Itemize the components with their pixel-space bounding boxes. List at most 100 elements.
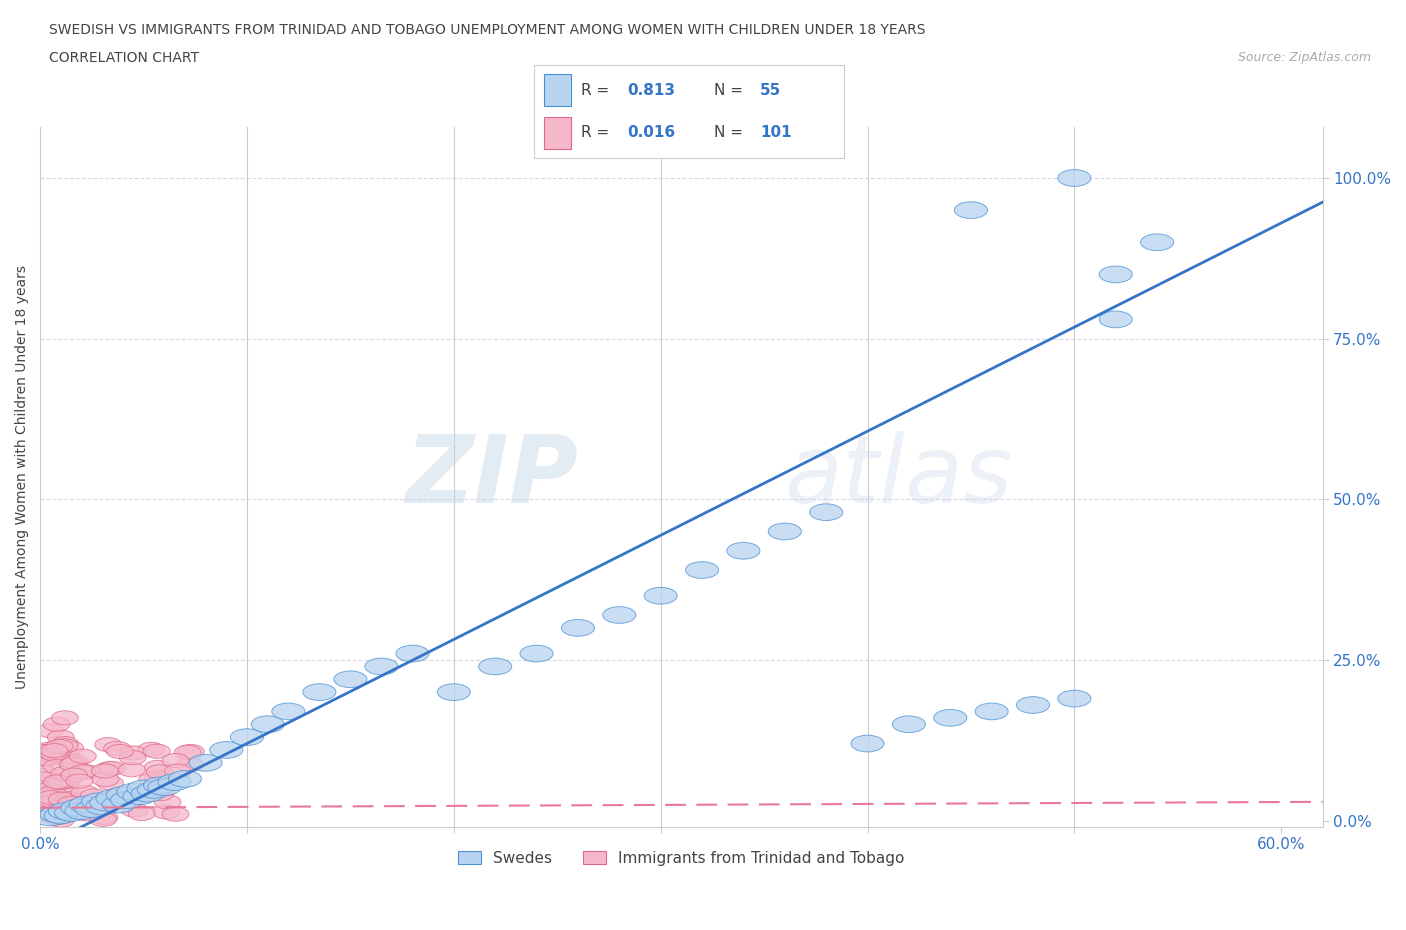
Ellipse shape xyxy=(148,779,181,795)
Ellipse shape xyxy=(146,784,174,798)
Ellipse shape xyxy=(1057,690,1091,707)
Text: CORRELATION CHART: CORRELATION CHART xyxy=(49,51,200,65)
Ellipse shape xyxy=(97,776,124,790)
Ellipse shape xyxy=(58,789,84,803)
Ellipse shape xyxy=(27,801,53,816)
Ellipse shape xyxy=(76,801,108,817)
Ellipse shape xyxy=(62,755,89,769)
Ellipse shape xyxy=(72,785,98,800)
Text: ZIP: ZIP xyxy=(406,431,579,523)
Ellipse shape xyxy=(146,787,174,801)
Ellipse shape xyxy=(162,807,188,821)
Ellipse shape xyxy=(48,813,75,827)
Ellipse shape xyxy=(37,724,63,737)
Ellipse shape xyxy=(51,738,79,752)
Ellipse shape xyxy=(69,764,96,778)
Ellipse shape xyxy=(94,737,121,751)
Ellipse shape xyxy=(271,703,305,720)
Ellipse shape xyxy=(107,744,134,759)
Ellipse shape xyxy=(104,741,131,755)
Ellipse shape xyxy=(155,795,181,809)
Ellipse shape xyxy=(107,787,139,804)
Ellipse shape xyxy=(107,788,134,802)
Ellipse shape xyxy=(51,766,77,780)
Ellipse shape xyxy=(38,790,65,804)
Ellipse shape xyxy=(44,775,70,789)
Ellipse shape xyxy=(44,760,70,774)
Ellipse shape xyxy=(59,757,86,772)
Ellipse shape xyxy=(810,504,842,521)
Ellipse shape xyxy=(48,730,75,744)
Ellipse shape xyxy=(38,781,65,795)
Ellipse shape xyxy=(32,745,60,759)
Ellipse shape xyxy=(56,741,83,755)
Ellipse shape xyxy=(28,747,55,761)
Ellipse shape xyxy=(44,807,77,824)
Ellipse shape xyxy=(118,763,145,777)
Ellipse shape xyxy=(302,684,336,700)
Ellipse shape xyxy=(69,750,96,764)
Ellipse shape xyxy=(727,542,761,559)
Ellipse shape xyxy=(145,771,172,785)
Ellipse shape xyxy=(66,774,93,789)
Ellipse shape xyxy=(63,799,90,814)
Ellipse shape xyxy=(252,716,284,733)
Ellipse shape xyxy=(146,764,173,779)
Ellipse shape xyxy=(91,772,120,787)
Ellipse shape xyxy=(28,782,55,796)
Ellipse shape xyxy=(162,753,188,767)
Ellipse shape xyxy=(121,803,148,817)
Legend: Swedes, Immigrants from Trinidad and Tobago: Swedes, Immigrants from Trinidad and Tob… xyxy=(453,844,911,872)
Text: Source: ZipAtlas.com: Source: ZipAtlas.com xyxy=(1237,51,1371,64)
Ellipse shape xyxy=(73,764,101,779)
Ellipse shape xyxy=(41,804,67,818)
Ellipse shape xyxy=(42,811,69,825)
Text: N =: N = xyxy=(714,83,748,98)
Ellipse shape xyxy=(1140,234,1174,250)
Text: 101: 101 xyxy=(761,126,792,140)
Ellipse shape xyxy=(52,711,79,724)
Y-axis label: Unemployment Among Women with Children Under 18 years: Unemployment Among Women with Children U… xyxy=(15,265,30,689)
Ellipse shape xyxy=(934,710,967,726)
Ellipse shape xyxy=(41,744,67,758)
Ellipse shape xyxy=(41,806,73,822)
Ellipse shape xyxy=(30,764,56,779)
Ellipse shape xyxy=(53,774,80,788)
Ellipse shape xyxy=(69,796,103,813)
Ellipse shape xyxy=(188,754,222,771)
Ellipse shape xyxy=(38,788,65,802)
Ellipse shape xyxy=(333,671,367,687)
Ellipse shape xyxy=(176,758,204,772)
Ellipse shape xyxy=(478,658,512,675)
Ellipse shape xyxy=(80,789,107,803)
Ellipse shape xyxy=(127,780,160,797)
Ellipse shape xyxy=(143,744,170,758)
Ellipse shape xyxy=(82,793,114,810)
Text: R =: R = xyxy=(581,126,614,140)
Ellipse shape xyxy=(48,792,75,806)
Ellipse shape xyxy=(1099,266,1132,283)
Ellipse shape xyxy=(231,729,263,746)
Ellipse shape xyxy=(103,793,129,808)
Ellipse shape xyxy=(98,795,125,809)
Ellipse shape xyxy=(117,783,150,800)
Ellipse shape xyxy=(49,774,76,789)
Ellipse shape xyxy=(686,562,718,578)
Ellipse shape xyxy=(44,750,70,764)
Ellipse shape xyxy=(28,751,55,765)
Text: N =: N = xyxy=(714,126,748,140)
Ellipse shape xyxy=(96,790,129,806)
Ellipse shape xyxy=(437,684,471,700)
Ellipse shape xyxy=(32,807,60,822)
Ellipse shape xyxy=(157,774,191,790)
Ellipse shape xyxy=(955,202,987,219)
Ellipse shape xyxy=(165,764,191,778)
Text: 55: 55 xyxy=(761,83,782,98)
Ellipse shape xyxy=(58,756,84,770)
Ellipse shape xyxy=(34,791,60,805)
Ellipse shape xyxy=(35,796,62,810)
Ellipse shape xyxy=(103,796,135,813)
Ellipse shape xyxy=(58,796,84,810)
Text: atlas: atlas xyxy=(785,432,1012,523)
Ellipse shape xyxy=(768,523,801,539)
